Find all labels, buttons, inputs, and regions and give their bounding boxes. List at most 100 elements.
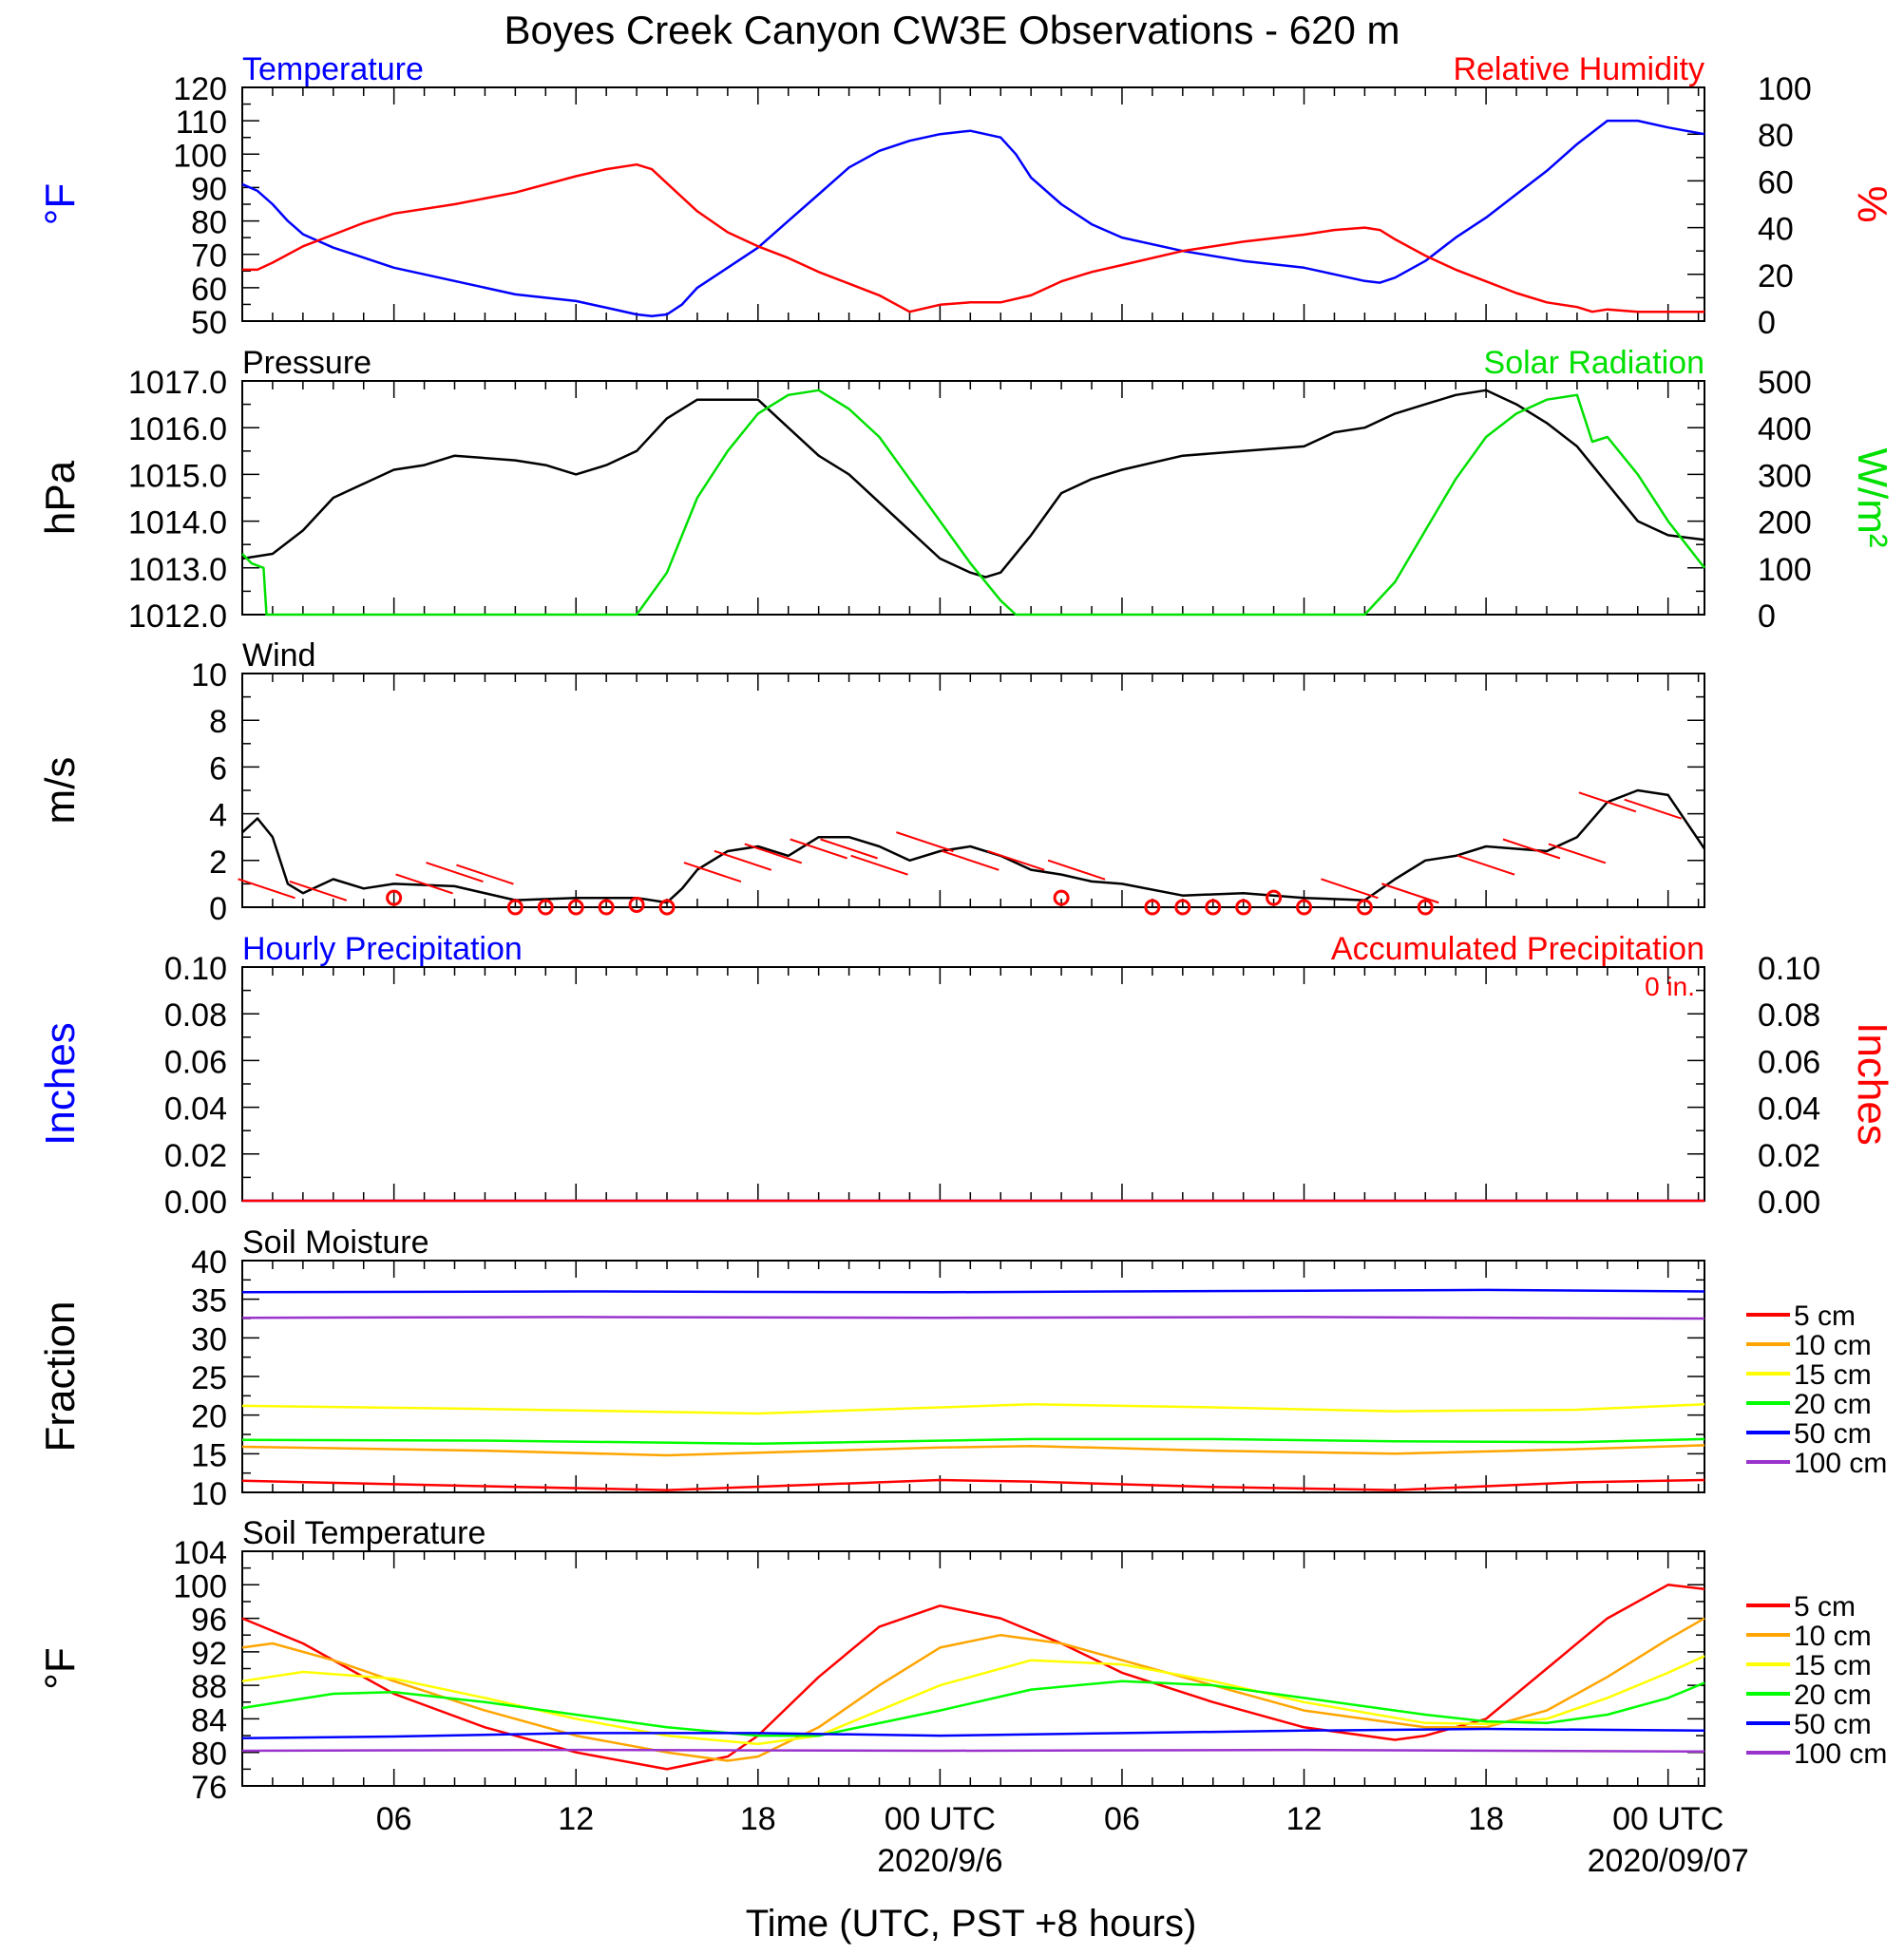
legend-label: 15 cm <box>1794 1650 1872 1681</box>
y-tick-label: 50 <box>191 305 227 341</box>
y-tick-label: 30 <box>191 1321 227 1357</box>
panel-annotation: 0 in. <box>1645 972 1695 1001</box>
calm-wind-circle <box>1296 899 1313 916</box>
panel-precip: 0.00 0.02 0.04 0.06 0.08 0.10 0.00 0.02 0.04 0.06… <box>37 931 1895 1221</box>
y-tick-label: 2 <box>209 845 227 881</box>
series-line-20-cm <box>241 1437 1705 1446</box>
legend-label: 5 cm <box>1794 1591 1856 1623</box>
y-tick-label: 15 <box>191 1437 227 1473</box>
calm-wind-circle <box>386 889 403 906</box>
y-tick-label: 0.06 <box>164 1044 227 1080</box>
calm-wind-circle <box>1417 899 1434 916</box>
wind-barb <box>289 880 348 902</box>
legend-label: 50 cm <box>1794 1709 1872 1740</box>
y-tick-label: 4 <box>209 798 227 834</box>
panel-right-title: Relative Humidity <box>1453 51 1704 87</box>
y-axis-label: °F <box>37 183 84 225</box>
y-tick-label: 70 <box>191 238 227 275</box>
panel-left-title: Hourly Precipitation <box>242 931 523 967</box>
x-tick-date-label: 2020/09/07 <box>1588 1843 1749 1879</box>
wind-barb <box>1380 883 1439 904</box>
y-right-tick-label: 500 <box>1758 365 1812 401</box>
y-right-tick-label: 400 <box>1758 411 1812 447</box>
legend-label: 100 cm <box>1794 1738 1887 1770</box>
panel-right-title: Solar Radiation <box>1484 345 1704 381</box>
y-tick-label: 10 <box>191 1476 227 1512</box>
y-axis-label: °F <box>37 1647 84 1689</box>
wind-barb <box>1502 838 1561 860</box>
x-axis-label: Time (UTC, PST +8 hours) <box>746 1903 1197 1945</box>
series-line-0 <box>241 389 1705 579</box>
y-right-tick-label: 40 <box>1758 212 1794 248</box>
y-tick-label: 0 <box>209 891 227 927</box>
panel-left-title: Temperature <box>242 51 424 87</box>
y-right-tick-label: 100 <box>1758 71 1812 107</box>
y-tick-label: 84 <box>191 1702 227 1738</box>
legend-label: 15 cm <box>1794 1359 1872 1391</box>
calm-wind-circle <box>506 899 524 916</box>
panel-left-title: Wind <box>242 637 315 674</box>
x-tick-label: 00 UTC <box>1612 1801 1723 1837</box>
y-right-tick-label: 20 <box>1758 258 1794 294</box>
calm-wind-circle <box>598 899 615 916</box>
series-line-0 <box>241 788 1706 904</box>
y-right-tick-label: 0 <box>1758 305 1776 341</box>
y-tick-label: 100 <box>173 138 227 174</box>
y-tick-label: 1014.0 <box>128 505 227 541</box>
plot-frame <box>241 966 1705 1202</box>
y-axis-label: m/s <box>37 757 84 825</box>
y-right-tick-label: 0.08 <box>1758 997 1820 1034</box>
y-right-tick-label: 200 <box>1758 505 1812 541</box>
wind-barb <box>456 864 514 885</box>
y-tick-label: 104 <box>173 1535 227 1571</box>
y-tick-label: 60 <box>191 272 227 308</box>
series-line-10-cm <box>241 1617 1705 1762</box>
legend-label: 10 cm <box>1794 1330 1872 1361</box>
y-tick-label: 0.08 <box>164 997 227 1034</box>
series-line-1 <box>241 389 1705 617</box>
wind-barb <box>1047 859 1106 881</box>
calm-wind-circle <box>1266 889 1283 906</box>
x-tick-label: 00 UTC <box>885 1801 996 1837</box>
y-tick-label: 25 <box>191 1360 227 1396</box>
y-tick-label: 0.02 <box>164 1138 227 1174</box>
y-right-tick-label: 60 <box>1758 164 1794 200</box>
calm-wind-circle <box>1174 899 1191 916</box>
panel-temp_rh: 5060708090100110120020406080100Temperatu… <box>37 51 1895 341</box>
panel-left-title: Soil Moisture <box>242 1224 429 1261</box>
series-line-100-cm <box>241 1748 1705 1754</box>
y-tick-label: 88 <box>191 1669 227 1705</box>
series-line-15-cm <box>241 1403 1705 1415</box>
panel-left-title: Soil Temperature <box>242 1515 486 1551</box>
y-tick-label: 110 <box>176 104 227 141</box>
y-right-tick-label: 0.04 <box>1758 1091 1820 1128</box>
y-right-tick-label: 300 <box>1758 458 1812 494</box>
series-line-15-cm <box>241 1655 1705 1746</box>
series-line-5-cm <box>241 1478 1705 1491</box>
calm-wind-circle <box>1144 899 1161 916</box>
y-tick-label: 0.04 <box>164 1091 227 1128</box>
panel-left-title: Pressure <box>242 345 371 381</box>
legend-label: 5 cm <box>1794 1300 1856 1332</box>
wind-barb <box>683 862 742 883</box>
y-tick-label: 0.10 <box>164 951 227 987</box>
calm-wind-circle <box>1235 899 1252 916</box>
y-right-axis-label: Inches <box>1849 1022 1895 1146</box>
calm-wind-circle <box>1205 899 1222 916</box>
series-line-20-cm <box>241 1680 1705 1737</box>
x-tick-label: 18 <box>740 1801 776 1837</box>
calm-wind-circle <box>537 899 554 916</box>
chart-title: Boyes Creek Canyon CW3E Observations - 6… <box>504 8 1399 52</box>
y-tick-label: 6 <box>209 750 227 787</box>
y-tick-label: 1015.0 <box>128 458 227 494</box>
y-tick-label: 1016.0 <box>128 411 227 447</box>
x-tick-label: 06 <box>1104 1801 1140 1837</box>
plot-frame <box>241 380 1705 616</box>
wind-barb <box>941 849 1000 871</box>
y-tick-label: 96 <box>191 1603 227 1639</box>
panel-wind: 0 2 4 6 8 10 Wind m/s <box>37 637 1706 927</box>
y-tick-label: 20 <box>191 1399 227 1435</box>
y-tick-label: 100 <box>173 1568 227 1604</box>
y-tick-label: 35 <box>191 1283 227 1319</box>
